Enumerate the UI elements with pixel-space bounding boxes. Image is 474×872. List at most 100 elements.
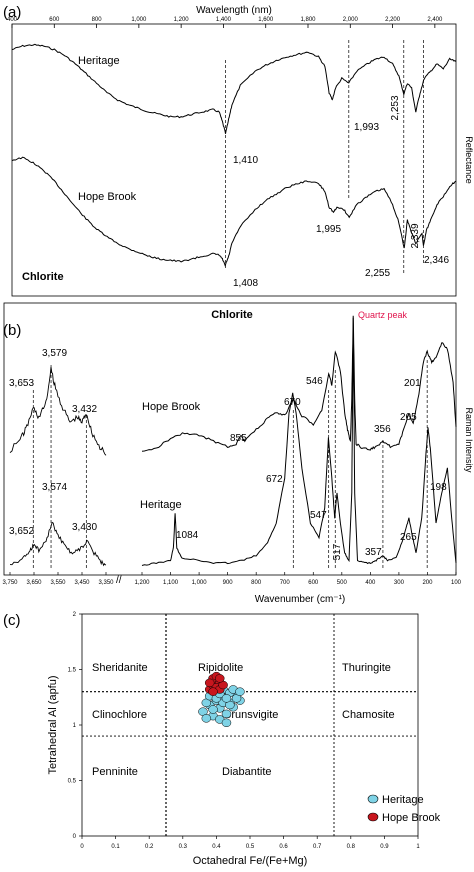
panel-a-x-tick-label: 800 (92, 17, 103, 23)
axis-break-mark: // (116, 575, 122, 586)
panel-b-x-tick-label: 600 (308, 580, 319, 586)
heritage-raman-line (141, 317, 457, 566)
panel-a-y-label: Reflectance (464, 136, 474, 184)
panel-a-title: Wavelength (nm) (196, 5, 272, 16)
annot-1084: 1084 (176, 530, 199, 541)
heritage-oh-region-line (9, 521, 107, 567)
field-chamosite: Chamosite (342, 709, 395, 721)
annot-3579: 3,579 (42, 348, 67, 359)
panel-a-guide-lines (225, 40, 424, 275)
annot-2255: 2,255 (365, 268, 390, 279)
heritage-point (235, 687, 245, 696)
panel-a-x-tick-label: 600 (49, 17, 60, 23)
legend-hope-brook-marker (367, 812, 379, 822)
annot-2253: 2,253 (390, 95, 401, 120)
hope-brook-reflectance-line (11, 156, 457, 267)
hope-brook-raman-line (141, 315, 457, 452)
annot-2339: 2,339 (410, 223, 421, 248)
panel-b-left-tick-label: 3,650 (26, 580, 42, 586)
panel-a-x-tick-label: 1,000 (131, 17, 147, 23)
field-sheridanite: Sheridanite (92, 662, 148, 674)
panel-c-x-tick-label: 0.6 (279, 844, 288, 850)
annot-2346: 2,346 (424, 255, 449, 266)
panel-c-frame (81, 613, 419, 837)
panel-b-main-ticks: 1,200 1,100 1,000 900 800 700 600 500 400 300 200 1… (134, 572, 462, 586)
mineral-label: Chlorite (22, 271, 64, 283)
heritage-point (221, 718, 232, 728)
hope-brook-series-label: Hope Brook (78, 191, 137, 203)
panel-c-x-tick-label: 0.7 (313, 844, 322, 850)
panel-b-x-tick-label: 1,200 (134, 580, 150, 586)
heritage-point (221, 709, 232, 719)
panel-c-points (198, 671, 245, 728)
panel-b-y-label: Raman Intensity (464, 407, 474, 473)
annot-1995: 1,995 (316, 224, 341, 235)
panel-b-x-tick-label: 700 (280, 580, 291, 586)
panel-b: (b) Chlorite Quartz peak Raman Intensity… (2, 302, 474, 605)
panel-b-x-tick-label: 200 (422, 580, 433, 586)
panel-c-x-tick-label: 0.8 (347, 844, 356, 850)
annot-1410: 1,410 (233, 155, 258, 166)
panel-c-field-boundaries (82, 614, 418, 836)
annot-547: 547 (310, 510, 327, 521)
field-diabantite: Diabantite (222, 766, 272, 778)
heritage-point (208, 705, 218, 714)
panel-b-x-tick-label: 100 (451, 580, 462, 586)
legend-heritage-marker (367, 794, 379, 804)
panel-c-x-tick-label: 0.9 (380, 844, 389, 850)
field-penninite: Penninite (92, 766, 138, 778)
annot-672: 672 (266, 474, 283, 485)
hope-brook-oh-region-line (9, 366, 107, 456)
panel-b-guide-lines (32, 360, 428, 570)
annot-356: 356 (374, 424, 391, 435)
annot-265-her: 265 (400, 532, 417, 543)
panel-c-label: (c) (3, 612, 21, 629)
annot-855: 855 (230, 433, 247, 444)
annot-3430: 3,430 (72, 522, 97, 533)
panel-b-x-tick-label: 1,100 (163, 580, 179, 586)
heritage-series-label: Heritage (78, 55, 120, 67)
panel-b-x-tick-label: 400 (365, 580, 376, 586)
panel-c-y-tick-label: 0.5 (68, 779, 77, 785)
panel-c-x-label: Octahedral Fe/(Fe+Mg) (193, 855, 308, 867)
panel-c-x-tick-label: 0.4 (212, 844, 221, 850)
panel-c-x-tick-label: 0 (80, 844, 84, 850)
annot-201: 201 (404, 378, 421, 389)
panel-c-x-tick-label: 0.1 (111, 844, 120, 850)
heritage-point (221, 694, 232, 703)
heritage-reflectance-line (11, 43, 457, 134)
panel-b-x-label: Wavenumber (cm⁻¹) (255, 594, 345, 605)
panel-c-y-tick-label: 1.5 (68, 668, 77, 674)
hope-brook-point (208, 687, 218, 696)
panel-b-x-tick-label: 300 (394, 580, 405, 586)
panel-b-x-tick-label: 800 (251, 580, 262, 586)
panel-a-label: (a) (3, 4, 21, 21)
panel-a-x-ticks: 400 600 800 1,000 1,200 1,400 1,600 1,800 2,000 2… (7, 17, 443, 28)
panel-c-x-tick-label: 0.2 (145, 844, 154, 850)
panel-a-x-tick-label: 400 (7, 17, 18, 23)
panel-b-left-tick-label: 3,550 (50, 580, 66, 586)
panel-b-left-tick-label: 3,450 (74, 580, 90, 586)
annot-517: 517 (332, 543, 343, 560)
heritage-point (201, 714, 212, 723)
panel-a-frame (11, 23, 457, 297)
panel-a-x-tick-label: 1,800 (300, 17, 316, 23)
panel-c-y-tick-label: 1 (73, 723, 77, 729)
panel-c-ticks: 0 0.1 0.2 0.3 0.4 0.5 0.6 0.7 0.8 0.9 1 0 0.5 1 1.5 2 (68, 612, 421, 850)
annot-3653: 3,653 (9, 378, 34, 389)
panel-b-frame (3, 302, 457, 576)
heritage-raman-label: Heritage (140, 499, 182, 511)
panel-c-x-tick-label: 0.3 (179, 844, 188, 850)
field-thuringite: Thuringite (342, 662, 391, 674)
field-ripidolite: Ripidolite (198, 662, 243, 674)
panel-b-x-tick-label: 900 (223, 580, 234, 586)
panel-a-x-tick-label: 2,400 (427, 17, 443, 23)
legend-heritage-label: Heritage (382, 794, 424, 806)
panel-b-x-tick-label: 1,000 (192, 580, 208, 586)
panel-c-y-tick-label: 2 (73, 612, 77, 618)
annot-357: 357 (365, 547, 382, 558)
panel-b-left-ticks: 3,750 3,650 3,550 3,450 3,350 (2, 572, 114, 586)
panel-b-title: Chlorite (211, 309, 253, 321)
panel-c-y-tick-label: 0 (73, 834, 77, 840)
